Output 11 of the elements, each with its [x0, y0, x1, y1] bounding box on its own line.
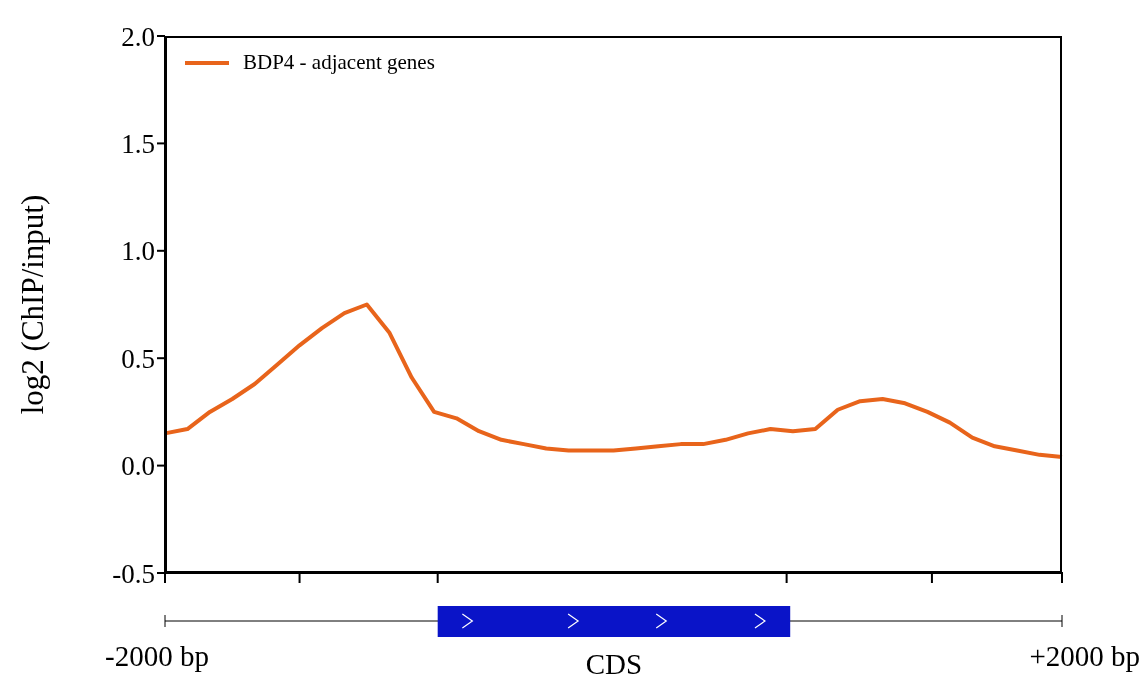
- y-tick-label: 1.0: [121, 236, 155, 267]
- legend-label: BDP4 - adjacent genes: [243, 50, 435, 75]
- y-tick-label: 0.5: [121, 343, 155, 374]
- y-tick-label: 1.5: [121, 128, 155, 159]
- text: +2000 bp: [1029, 640, 1140, 673]
- y-tick-label: -0.5: [112, 558, 155, 589]
- y-tick-label: 0.0: [121, 451, 155, 482]
- y-tick-label: 2.0: [121, 21, 155, 52]
- text: CDS: [585, 648, 643, 681]
- y-axis-title: log2 (ChIP/input): [15, 194, 51, 415]
- text: -2000 bp: [105, 640, 209, 673]
